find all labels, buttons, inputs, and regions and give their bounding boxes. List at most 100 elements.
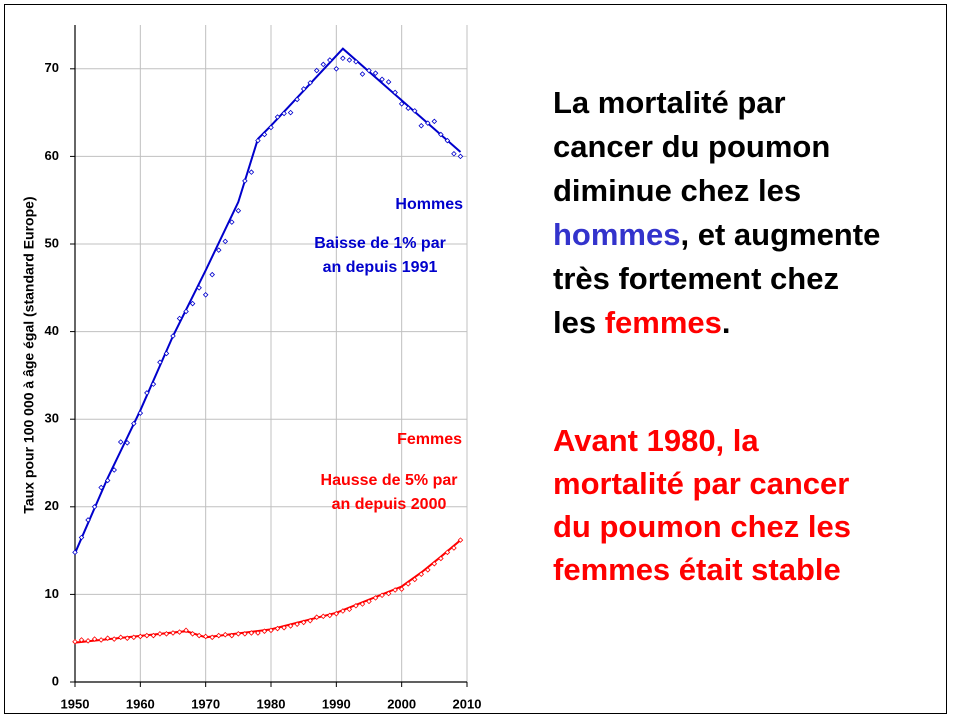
data-point [444,137,451,144]
data-point [85,638,91,644]
x-tick-label: 2000 [387,696,416,711]
y-tick-label: 50 [45,235,59,250]
data-point [268,627,274,634]
fit-line [74,47,462,554]
data-point [346,57,353,63]
data-point [294,621,300,627]
y-tick-label: 30 [45,411,59,426]
data-point [131,420,137,427]
data-point [405,581,411,587]
data-point [72,638,78,645]
chart: Taux pour 100 000 à âge égal (standard E… [21,25,482,711]
data-point [438,131,444,138]
data-point [183,627,189,634]
data-point [353,59,359,65]
data-point [248,169,255,175]
data-point [379,76,385,83]
data-point [144,390,150,396]
data-point [333,66,340,72]
data-point [242,178,248,184]
y-tick-label: 20 [45,498,59,513]
data-point [405,105,411,111]
data-point [222,631,229,638]
data-point [320,61,327,68]
data-point [333,610,340,617]
data-point [457,537,464,543]
data-point [398,101,405,107]
data-point [117,439,124,445]
data-point [392,587,398,593]
text: La mortalité par [553,85,786,120]
data-point [98,484,104,491]
data-point [229,219,235,225]
y-tick-label: 0 [52,673,59,688]
data-point [379,592,385,599]
data-point [170,333,176,339]
y-tick-label: 70 [45,60,59,75]
data-point [189,300,196,307]
x-tick-label: 1980 [257,696,286,711]
text-block: Avant 1980, la mortalité par cancer du p… [553,419,851,591]
data-point [157,359,163,366]
x-tick-label: 1970 [191,696,220,711]
data-point [150,632,157,639]
data-point [209,634,215,641]
data-point [189,631,196,637]
data-point [287,623,294,629]
data-point [248,630,255,636]
y-axis-label: Taux pour 100 000 à âge égal (standard E… [21,196,37,513]
data-point [438,555,444,562]
data-point [98,637,104,643]
annotation: Baisse de 1% par [314,235,446,252]
data-point [346,606,353,613]
data-point [91,636,98,642]
data-point [242,631,248,637]
annotation: an depuis 2000 [332,496,447,513]
data-point [340,55,346,62]
data-point [163,350,170,357]
data-point [327,57,333,63]
annotation: Femmes [397,431,462,448]
data-point [235,631,242,637]
text: Avant 1980, la [553,423,759,458]
slide-frame [4,4,947,714]
data-point [274,114,281,120]
data-point [222,238,229,245]
text: très fortement chez [553,261,839,296]
data-point [327,612,333,619]
data-point [255,137,261,144]
text: les [553,305,605,340]
data-point [300,86,307,92]
data-point [235,207,242,214]
data-point [418,122,425,129]
annotation: Hommes [395,196,463,213]
data-point [425,567,431,573]
data-point [131,634,137,641]
y-tick-label: 40 [45,323,59,338]
data-point [196,285,202,291]
data-point [385,79,392,85]
data-point [124,440,131,446]
data-point [137,410,144,416]
x-tick-label: 2010 [453,696,482,711]
y-tick-label: 60 [45,148,59,163]
data-point [274,625,281,632]
data-point [215,632,222,639]
data-point [372,595,379,601]
data-point [111,636,117,642]
data-point [411,576,418,583]
data-point [91,504,98,510]
data-point [398,586,405,592]
data-point [359,71,366,77]
data-point [372,70,379,76]
data-point [385,590,392,597]
data-point [261,628,268,634]
text: femmes était stable [553,552,841,587]
data-point [176,629,183,635]
text: du poumon chez les [553,509,851,544]
data-point [170,630,176,636]
data-point [281,110,287,117]
data-point [78,534,85,541]
data-point [78,637,85,643]
data-point [340,608,346,614]
